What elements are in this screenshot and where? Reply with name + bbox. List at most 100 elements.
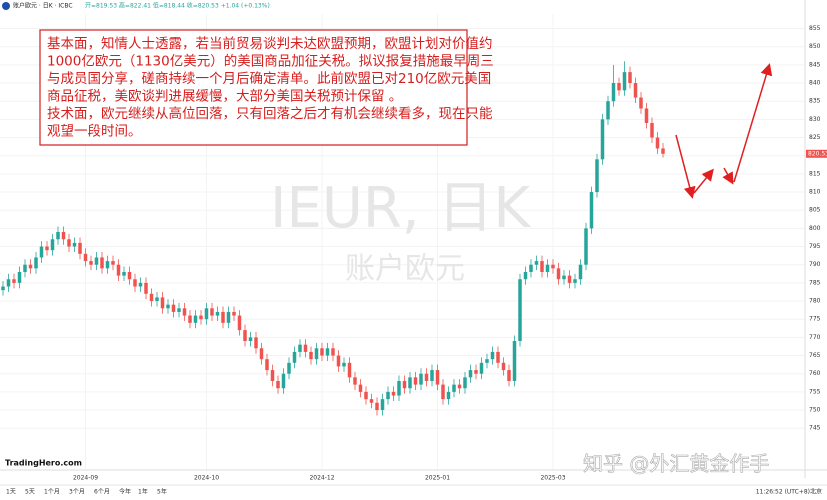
- annotation-line: 基本面，知情人士透露，若当前贸易谈判未达欧盟预期，欧盟计划对价值约: [47, 35, 493, 52]
- y-tick-label: 780: [809, 298, 821, 305]
- x-tick-label: 2025-01: [425, 475, 450, 482]
- x-tick-label: 2025-03: [540, 475, 565, 482]
- candle-body: [644, 108, 649, 124]
- candle-body: [292, 351, 297, 363]
- candle-body: [199, 315, 203, 320]
- x-tick-label: 2024-10: [194, 475, 219, 482]
- candle-body: [639, 97, 643, 109]
- candle-body: [435, 370, 440, 385]
- candle-body: [144, 282, 148, 294]
- y-tick-label: 825: [809, 134, 821, 141]
- candle-body: [540, 261, 544, 272]
- x-tick-label: 2024-09: [73, 475, 98, 482]
- candle-body: [446, 391, 451, 400]
- range-button[interactable]: 1天: [6, 489, 16, 496]
- credit: 知乎 @外汇黄金作手: [583, 452, 769, 476]
- candle-body: [89, 261, 93, 265]
- candle-body: [298, 344, 302, 352]
- candle-body: [34, 257, 38, 269]
- candle-body: [347, 362, 352, 378]
- symbol-icon: [2, 2, 10, 10]
- candle-body: [617, 83, 621, 91]
- candle-body: [182, 308, 187, 316]
- candle-body: [160, 297, 165, 309]
- candle-body: [441, 384, 445, 400]
- candle-body: [468, 370, 473, 378]
- range-button[interactable]: 5年: [157, 488, 167, 496]
- candle-body: [6, 279, 11, 287]
- range-button[interactable]: 6个月: [94, 489, 110, 496]
- candle-body: [237, 315, 242, 331]
- y-tick-label: 775: [809, 316, 821, 323]
- candle-body: [171, 304, 176, 312]
- candle-body: [391, 391, 396, 396]
- range-button[interactable]: 今年: [119, 488, 131, 496]
- candle-body: [628, 72, 632, 84]
- candle-body: [303, 344, 308, 352]
- y-tick-label: 830: [809, 116, 821, 123]
- last-price-tag: [806, 149, 827, 158]
- candle-body: [45, 246, 49, 251]
- candle-body: [567, 275, 572, 283]
- candle-body: [518, 279, 522, 342]
- y-tick-label: 850: [809, 43, 821, 50]
- candle-body: [210, 308, 214, 316]
- candle-body: [309, 351, 313, 360]
- candle-body: [78, 242, 82, 254]
- annotation-line: 商品征税，美欧谈判进展缓慢，大部分美国关税预计保留 。: [47, 88, 402, 105]
- annotation-line: 观望一段时间。: [47, 124, 142, 140]
- annotation-line: 与成员国分享，磋商持续一个月后确定清单。此前欧盟已对210亿欧元美国: [47, 70, 491, 87]
- y-tick-label: 750: [809, 407, 821, 414]
- candle-body: [490, 351, 495, 360]
- candle-body: [133, 279, 137, 287]
- candle-body: [386, 391, 390, 400]
- range-button[interactable]: 5天: [25, 489, 35, 496]
- y-tick-label: 810: [809, 189, 821, 196]
- candle-body: [336, 355, 341, 367]
- range-button[interactable]: 3个月: [69, 489, 85, 496]
- y-tick-label: 770: [809, 334, 821, 341]
- candle-body: [479, 362, 484, 374]
- candle-body: [375, 402, 379, 411]
- candle-body: [83, 253, 88, 262]
- annotation-line: 技术面，欧元继续从高位回落，只有回落之后才有机会继续看多，现在只能: [47, 105, 493, 122]
- candle-body: [556, 268, 561, 280]
- ohlc: 开=819.53 高=822.41 低=818.44 收=820.53 +1.0…: [85, 2, 270, 10]
- candle-body: [463, 377, 467, 389]
- candle-body: [72, 242, 77, 247]
- range-button[interactable]: 1年: [138, 488, 148, 496]
- candle-body: [259, 348, 264, 360]
- arrow: [675, 134, 696, 199]
- candle-body: [226, 311, 231, 323]
- candle-body: [1, 286, 5, 291]
- candle-body: [100, 257, 104, 269]
- candle-body: [155, 297, 159, 302]
- candle-body: [397, 380, 401, 396]
- y-tick-label: 790: [809, 261, 821, 268]
- candle-body: [413, 377, 418, 385]
- y-tick-label: 800: [809, 225, 821, 232]
- candle-body: [452, 384, 456, 392]
- y-tick-label: 835: [809, 98, 821, 105]
- candle-body: [589, 192, 594, 229]
- candle-body: [573, 279, 577, 283]
- y-tick-label: 745: [809, 425, 821, 432]
- y-tick-label: 785: [809, 279, 821, 286]
- candle-body: [507, 370, 511, 381]
- candle-body: [193, 315, 198, 323]
- watermark-name: 账户欧元: [345, 252, 465, 287]
- candle-body: [221, 311, 225, 323]
- candle-body: [248, 337, 253, 342]
- arrow: [722, 167, 734, 185]
- y-tick-label: 815: [809, 170, 821, 177]
- candle-body: [655, 137, 660, 149]
- candle-body: [56, 232, 60, 240]
- candle-body: [314, 348, 319, 360]
- range-button[interactable]: 1个月: [44, 489, 60, 496]
- candle-body: [529, 264, 533, 272]
- candle-body: [331, 348, 335, 356]
- candles: [1, 61, 665, 416]
- watermark-symbol: IEUR, 日K: [270, 176, 531, 241]
- symbol: 账户欧元 · 日K · ICBC: [13, 2, 73, 10]
